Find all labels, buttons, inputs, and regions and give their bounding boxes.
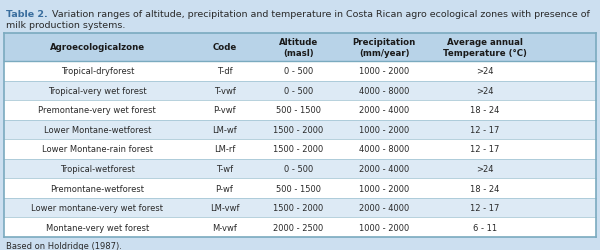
Text: 12 - 17: 12 - 17 bbox=[470, 203, 500, 212]
Text: Based on Holdridge (1987).: Based on Holdridge (1987). bbox=[6, 241, 122, 250]
Text: P-wf: P-wf bbox=[215, 184, 233, 193]
Text: 4000 - 8000: 4000 - 8000 bbox=[359, 145, 410, 154]
Text: Tropical-dryforest: Tropical-dryforest bbox=[61, 67, 134, 76]
Text: 1000 - 2000: 1000 - 2000 bbox=[359, 184, 409, 193]
Text: >24: >24 bbox=[476, 86, 494, 96]
Text: P-vwf: P-vwf bbox=[213, 106, 236, 115]
Bar bbox=[4, 218, 596, 237]
Text: Lower montane-very wet forest: Lower montane-very wet forest bbox=[31, 203, 163, 212]
Text: Variation ranges of altitude, precipitation and temperature in Costa Rican agro : Variation ranges of altitude, precipitat… bbox=[49, 10, 590, 19]
Text: 1500 - 2000: 1500 - 2000 bbox=[274, 145, 323, 154]
Text: 18 - 24: 18 - 24 bbox=[470, 184, 500, 193]
Text: milk production systems.: milk production systems. bbox=[6, 21, 125, 30]
Bar bbox=[4, 62, 596, 81]
Text: 1000 - 2000: 1000 - 2000 bbox=[359, 223, 409, 232]
Text: Altitude
(masl): Altitude (masl) bbox=[279, 38, 318, 58]
Text: LM-wf: LM-wf bbox=[212, 126, 237, 134]
Text: Tropical-wetforest: Tropical-wetforest bbox=[60, 164, 134, 173]
Text: 2000 - 4000: 2000 - 4000 bbox=[359, 106, 409, 115]
Text: 500 - 1500: 500 - 1500 bbox=[276, 184, 321, 193]
Text: Table 2.: Table 2. bbox=[6, 10, 48, 19]
Text: Premontane-very wet forest: Premontane-very wet forest bbox=[38, 106, 156, 115]
Text: M-vwf: M-vwf bbox=[212, 223, 237, 232]
Text: 6 - 11: 6 - 11 bbox=[473, 223, 497, 232]
Bar bbox=[4, 140, 596, 159]
Text: >24: >24 bbox=[476, 164, 494, 173]
Text: 2000 - 4000: 2000 - 4000 bbox=[359, 203, 409, 212]
Text: T-wf: T-wf bbox=[216, 164, 233, 173]
Text: LM-vwf: LM-vwf bbox=[210, 203, 239, 212]
Bar bbox=[4, 81, 596, 101]
Text: 0 - 500: 0 - 500 bbox=[284, 164, 313, 173]
Text: Average annual
Temperature (°C): Average annual Temperature (°C) bbox=[443, 38, 527, 58]
Text: 2000 - 2500: 2000 - 2500 bbox=[274, 223, 323, 232]
Bar bbox=[4, 198, 596, 218]
Text: 1000 - 2000: 1000 - 2000 bbox=[359, 126, 409, 134]
Text: 4000 - 8000: 4000 - 8000 bbox=[359, 86, 410, 96]
Text: Tropical-very wet forest: Tropical-very wet forest bbox=[48, 86, 146, 96]
Text: 12 - 17: 12 - 17 bbox=[470, 126, 500, 134]
Text: 0 - 500: 0 - 500 bbox=[284, 86, 313, 96]
Text: 500 - 1500: 500 - 1500 bbox=[276, 106, 321, 115]
Text: Premontane-wetforest: Premontane-wetforest bbox=[50, 184, 144, 193]
Bar bbox=[4, 101, 596, 120]
Text: 1500 - 2000: 1500 - 2000 bbox=[274, 126, 323, 134]
Bar bbox=[4, 34, 596, 62]
Text: Precipitation
(mm/year): Precipitation (mm/year) bbox=[353, 38, 416, 58]
Text: LM-rf: LM-rf bbox=[214, 145, 235, 154]
Text: Montane-very wet forest: Montane-very wet forest bbox=[46, 223, 149, 232]
Text: 0 - 500: 0 - 500 bbox=[284, 67, 313, 76]
Text: Lower Montane-rain forest: Lower Montane-rain forest bbox=[42, 145, 153, 154]
Bar bbox=[4, 120, 596, 140]
Text: 1500 - 2000: 1500 - 2000 bbox=[274, 203, 323, 212]
Text: Lower Montane-wetforest: Lower Montane-wetforest bbox=[44, 126, 151, 134]
Text: 2000 - 4000: 2000 - 4000 bbox=[359, 164, 409, 173]
Bar bbox=[4, 178, 596, 198]
Text: Code: Code bbox=[212, 43, 236, 52]
Text: >24: >24 bbox=[476, 67, 494, 76]
Text: T-vwf: T-vwf bbox=[214, 86, 235, 96]
Text: Agroecologicalzone: Agroecologicalzone bbox=[50, 43, 145, 52]
Text: 18 - 24: 18 - 24 bbox=[470, 106, 500, 115]
Bar bbox=[4, 159, 596, 178]
Text: 1000 - 2000: 1000 - 2000 bbox=[359, 67, 409, 76]
Text: 12 - 17: 12 - 17 bbox=[470, 145, 500, 154]
Text: T-df: T-df bbox=[217, 67, 232, 76]
